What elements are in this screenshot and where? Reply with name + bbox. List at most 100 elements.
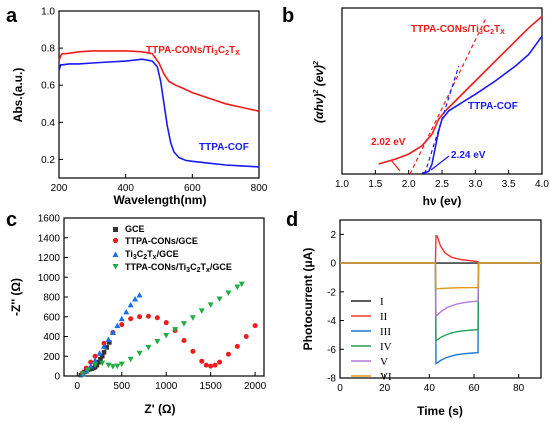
legend-label-IV: IV [380,341,392,353]
data-point [118,361,125,368]
data-point [198,308,205,314]
series-line-IV [340,262,541,343]
b-ylabel-rest: (ev) [312,65,326,90]
x-tick-label: 1.0 [335,179,349,190]
series-line-II [340,235,541,264]
a-ann-main: TTPA-CONs/Ti [146,45,214,56]
x-tick-label: 800 [251,183,268,194]
leg3-s2: 2 [143,254,147,261]
x-tick-label: 0 [75,381,81,392]
tangent-line-1 [424,65,460,175]
chart-d-series [340,235,541,365]
data-point [92,357,99,363]
series-line-composite [58,50,260,112]
y-tick-label: 400 [43,332,60,343]
panel-label-c: c [6,209,17,231]
series-line-cof [58,58,260,168]
chart-b-annotation-composite: TTPA-CONs/Ti3C2TX [411,24,505,36]
data-point [101,343,107,349]
x-tick-label: 40 [424,383,436,394]
legend-label-ti3c2tx: Ti3C2Tx/GCE [125,249,179,261]
data-point [87,363,94,369]
chart-d-ylabel: Photocurrent (μA) [301,248,315,351]
legend-marker-ti3c2tx [112,251,119,257]
b-ann-sub2: 2 [490,29,494,36]
y-tick-label: 0.4 [41,118,55,129]
panel-label-d: d [286,209,298,231]
b-ann-sub3: X [500,29,505,36]
data-point [154,338,161,345]
chart-c-legend: GCE TTPA-CONs/GCE Ti3C2Tx/GCE TTPA-CONs/… [112,224,232,274]
data-point [119,322,125,328]
data-point [225,290,232,297]
data-point [114,322,121,329]
y-tick-label: -8 [327,374,336,385]
data-point [208,363,214,369]
data-point [128,316,134,322]
chart-a-frame [58,10,260,179]
chart-d-xlabel: Time (s) [417,404,463,418]
y-tick-label: 200 [43,352,60,363]
data-point [109,329,116,336]
data-point [154,315,160,321]
data-point [105,336,112,342]
chart-b-annotation-224: 2.24 eV [451,150,486,161]
chart-b-arrow-red [390,159,401,172]
legend-marker-ttpa-cons [112,237,119,244]
leg3-d: /GCE [157,249,179,259]
x-tick-label: 500 [113,381,130,392]
chart-b-ticks: 1.0 1.5 2.0 2.5 3.0 3.5 4.0 [335,170,549,190]
x-tick-label: 3.0 [468,179,482,190]
chart-b: 1.0 1.5 2.0 2.5 3.0 3.5 4.0 hν (ev) (αhν)2 (ev… [312,7,549,208]
data-point [127,301,134,308]
data-point [190,348,196,354]
chart-b-xlabel: hν (ev) [423,194,462,208]
y-tick-label: 0.2 [41,155,55,166]
x-tick-label: 4.0 [535,179,549,190]
a-ann-m3: T [229,45,235,56]
data-point [88,359,94,365]
y-tick-label: 1200 [38,253,61,264]
leg3-b: C [137,249,144,259]
data-point [216,296,223,302]
chart-a-annotation-cof: TTPA-COF [199,142,249,153]
data-point [118,315,125,322]
data-point [99,360,106,367]
y-tick-label: 600 [43,312,60,323]
chart-a-series [58,50,260,168]
data-point [189,315,196,321]
b-ylabel-sup2: 2 [313,61,320,66]
data-point [136,350,143,357]
chart-c-ylabel: -Z'' (Ω) [9,278,23,316]
data-point [136,292,143,298]
data-point [163,320,169,326]
data-point [92,353,98,359]
chart-a: 200 400 600 800 0.2 0.4 0.6 0.8 1.0 Wavelength(n… [11,7,268,208]
y-tick-label: 0 [330,259,336,270]
chart-a-ticks: 200 400 600 800 0.2 0.4 0.6 0.8 1.0 [41,7,268,195]
data-point [137,314,143,320]
leg4-d: /GCE [210,262,232,272]
data-point [243,334,249,339]
legend-label-V: V [380,356,388,368]
b-ann-m2: C [483,24,490,35]
x-tick-label: 80 [513,383,525,394]
data-point [163,333,170,339]
legend-label-III: III [380,326,391,338]
data-point [212,362,218,368]
b-ann-m3: T [494,24,500,35]
leg3-s1: 3 [133,254,137,261]
data-point [207,302,214,308]
leg3-a: Ti [125,249,133,259]
x-tick-label: 1000 [155,381,178,392]
data-point [94,362,100,368]
x-tick-label: 3.5 [502,179,516,190]
chart-b-series [378,15,543,175]
data-point [234,284,241,291]
b-ann-main: TTPA-CONs/Ti [411,24,479,35]
chart-a-ylabel: Abs.(a.u.) [11,68,25,123]
chart-c-series [78,281,258,378]
x-tick-label: 0 [337,383,343,394]
